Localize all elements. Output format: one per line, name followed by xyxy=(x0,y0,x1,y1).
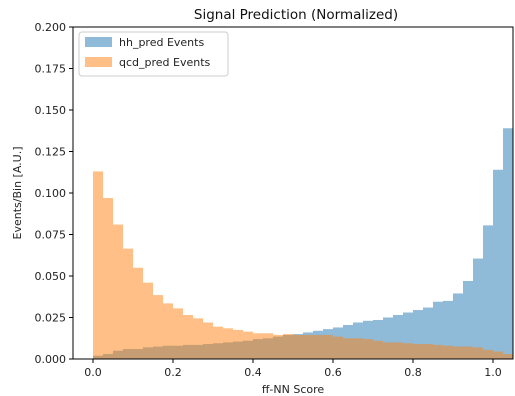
histogram-bar xyxy=(393,342,403,359)
histogram-bar xyxy=(123,248,133,359)
histogram-bar xyxy=(493,351,503,359)
histogram-bar xyxy=(253,333,263,359)
histogram-bar xyxy=(293,334,303,359)
histogram-bar xyxy=(323,334,333,359)
histogram-bar xyxy=(223,328,233,359)
histogram-bar xyxy=(133,267,143,359)
y-tick-label: 0.125 xyxy=(35,146,67,159)
histogram-bar xyxy=(473,347,483,359)
y-tick-label: 0.025 xyxy=(35,312,67,325)
histogram-bar xyxy=(383,317,393,359)
histogram-bar xyxy=(383,342,393,359)
x-tick-label: 0.6 xyxy=(324,366,342,379)
histogram-bar xyxy=(353,338,363,359)
histogram-bar xyxy=(403,343,413,359)
histogram-bar xyxy=(463,346,473,359)
histogram-bar xyxy=(373,340,383,359)
y-axis-label: Events/Bin [A.U.] xyxy=(11,147,24,240)
histogram-bar xyxy=(233,329,243,359)
histogram-bar xyxy=(103,197,113,359)
histogram-bar xyxy=(303,334,313,359)
x-tick-label: 0.8 xyxy=(404,366,422,379)
plot-frame xyxy=(72,26,514,360)
x-tick-label: 0.0 xyxy=(84,366,102,379)
histogram-bar xyxy=(183,315,193,359)
legend: hh_pred Events qcd_pred Events xyxy=(78,31,229,77)
histogram-bar xyxy=(393,315,403,359)
histogram-bar xyxy=(263,333,273,359)
histogram-bar xyxy=(473,258,483,359)
histogram-bar xyxy=(453,293,463,359)
histogram-bar xyxy=(483,225,493,359)
histogram-bar xyxy=(203,322,213,359)
histogram-bar xyxy=(433,301,443,359)
legend-swatch-qcd-pred xyxy=(85,57,112,67)
histogram-bar xyxy=(333,336,343,359)
histogram-bar xyxy=(143,282,153,359)
x-tick-label: 1.0 xyxy=(484,366,502,379)
histogram-bar xyxy=(163,303,173,359)
series-qcd-pred xyxy=(93,171,513,359)
legend-label-qcd-pred: qcd_pred Events xyxy=(119,56,211,69)
histogram-bar xyxy=(173,308,183,359)
y-tick-label: 0.175 xyxy=(35,63,67,76)
y-axis-ticks: 0.000 0.025 0.050 0.075 0.100 0.125 0.150 0.175… xyxy=(35,21,73,366)
histogram-bar xyxy=(463,280,473,359)
x-axis-ticks: 0.0 0.2 0.4 0.6 0.8 1.0 xyxy=(84,359,502,379)
legend-swatch-hh-pred xyxy=(85,37,112,47)
histogram-bar xyxy=(413,310,423,359)
histogram-bar xyxy=(453,346,463,359)
histogram-bar xyxy=(443,300,453,359)
y-tick-label: 0.050 xyxy=(35,270,67,283)
histogram-bar xyxy=(343,338,353,359)
y-tick-label: 0.100 xyxy=(35,187,67,200)
histogram-bar xyxy=(493,169,503,359)
x-tick-label: 0.2 xyxy=(164,366,182,379)
histogram-bar xyxy=(193,318,203,359)
histogram-bar xyxy=(363,339,373,359)
histogram-bar xyxy=(413,344,423,359)
histogram-bar xyxy=(313,334,323,359)
x-tick-label: 0.4 xyxy=(244,366,262,379)
histogram-bar xyxy=(503,128,513,359)
chart-title: Signal Prediction (Normalized) xyxy=(194,7,398,23)
histogram-bar xyxy=(113,224,123,359)
histogram-bar xyxy=(443,345,453,359)
histogram-bar xyxy=(433,344,443,359)
legend-box xyxy=(78,31,229,77)
histogram-bar xyxy=(93,171,103,359)
histogram-bar xyxy=(273,334,283,359)
histogram-bar xyxy=(213,326,223,359)
y-tick-label: 0.075 xyxy=(35,229,67,242)
histogram-bar xyxy=(403,312,413,359)
y-tick-label: 0.200 xyxy=(35,21,67,34)
histogram-bar xyxy=(423,344,433,359)
x-axis-label: ff-NN Score xyxy=(262,383,325,396)
y-tick-label: 0.150 xyxy=(35,104,67,117)
histogram-bar xyxy=(243,331,253,359)
histogram-bar xyxy=(503,354,513,359)
histogram-bar xyxy=(283,334,293,359)
histogram-bars xyxy=(93,128,513,359)
histogram-bar xyxy=(423,307,433,359)
histogram-bar xyxy=(373,319,383,359)
histogram-bar xyxy=(483,349,493,359)
histogram-bar xyxy=(153,295,163,359)
legend-label-hh-pred: hh_pred Events xyxy=(119,36,204,49)
y-tick-label: 0.000 xyxy=(35,353,67,366)
